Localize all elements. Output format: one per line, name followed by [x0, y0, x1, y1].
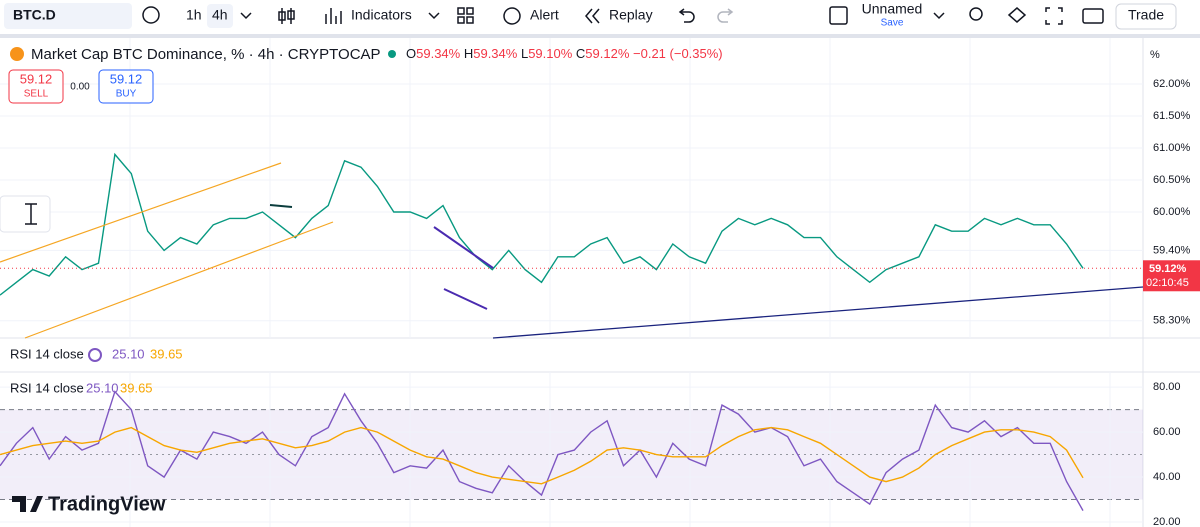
settings-icon[interactable] — [1007, 7, 1027, 23]
rsi-title: RSI 14 close — [10, 380, 84, 395]
undo[interactable] — [678, 8, 695, 23]
layout-name[interactable]: Unnamed — [862, 1, 923, 17]
chart-type-icon[interactable] — [278, 8, 295, 24]
countdown: 02:10:45 — [1146, 277, 1189, 289]
pane-title: Market Cap BTC Dominance, % · 4h · CRYPT… — [31, 46, 381, 63]
brand: TradingView — [48, 493, 166, 515]
ohlc-label: H — [464, 46, 473, 61]
sell-button[interactable] — [8, 69, 64, 104]
rsi-icon[interactable] — [88, 348, 102, 362]
ohlc-value: 59.34% — [473, 46, 518, 61]
series-line — [0, 152, 1084, 296]
alert[interactable]: Alert — [530, 7, 559, 23]
y-tick-label: 60.00 — [1153, 426, 1181, 438]
y-tick-label: 59.40% — [1153, 244, 1191, 256]
interval-menu[interactable] — [240, 12, 252, 20]
ohlc-value: 59.12% — [585, 46, 630, 61]
fullscreen-icon[interactable] — [1045, 7, 1063, 25]
y-tick-label: 62.00% — [1153, 78, 1191, 90]
indicators-icon[interactable] — [325, 8, 342, 24]
sell-label[interactable]: SELL — [24, 89, 49, 100]
series-line — [0, 426, 1084, 485]
layouts-icon[interactable] — [457, 7, 474, 24]
ohlc-label: O — [406, 46, 416, 61]
snapshot-icon[interactable] — [1082, 8, 1104, 24]
trade-button[interactable] — [1115, 3, 1177, 30]
redo[interactable] — [717, 8, 734, 23]
buy-label[interactable]: BUY — [116, 89, 137, 100]
symbol-box[interactable] — [4, 3, 132, 29]
support-line — [492, 286, 1144, 339]
indicators-menu[interactable] — [428, 12, 440, 20]
toolbar — [0, 0, 1200, 34]
ohlc-value: 59.10% — [528, 46, 573, 61]
interval[interactable]: 1h — [186, 7, 202, 23]
brand-logo — [12, 496, 43, 512]
rsi-value: 25.10 — [86, 380, 119, 395]
search-icon[interactable] — [969, 7, 983, 21]
ohlc-label: L — [521, 46, 528, 61]
symbol[interactable]: BTC.D — [13, 7, 56, 23]
interval[interactable]: 4h — [212, 7, 228, 23]
replay[interactable]: Replay — [609, 7, 653, 23]
indicators[interactable]: Indicators — [351, 7, 412, 23]
change: −0.21 (−0.35%) — [633, 46, 723, 61]
wedge-drawing — [433, 226, 494, 310]
y-tick-label: 61.50% — [1153, 110, 1191, 122]
y-tick-label: 80.00 — [1153, 381, 1181, 393]
buy-price[interactable]: 59.12 — [110, 71, 143, 86]
sell-price[interactable]: 59.12 — [20, 71, 53, 86]
y-tick-label: 60.50% — [1153, 174, 1191, 186]
trendline-drawing — [269, 204, 293, 208]
save[interactable]: Save — [881, 18, 904, 29]
axis-unit: % — [1150, 49, 1160, 61]
y-tick-label: 61.00% — [1153, 142, 1191, 154]
rsi-ma-value: 39.65 — [120, 380, 153, 395]
rsi-title: RSI 14 close — [10, 346, 84, 361]
symbol-logo — [10, 47, 24, 61]
market-status — [388, 50, 396, 58]
measure-icon[interactable] — [25, 203, 37, 225]
last-price-tag — [1143, 260, 1200, 292]
layout-menu[interactable] — [933, 12, 945, 20]
buy-button[interactable] — [98, 69, 154, 104]
ohlc-label: C — [576, 46, 585, 61]
compare-icon[interactable] — [142, 6, 160, 24]
replay-icon[interactable] — [585, 8, 600, 24]
y-tick-label: 58.30% — [1153, 315, 1191, 327]
channel-drawing — [0, 162, 334, 339]
layout-icon[interactable] — [829, 6, 848, 25]
y-tick-label: 60.00% — [1153, 206, 1191, 218]
y-tick-label: 20.00 — [1153, 516, 1181, 527]
ohlc-value: 59.34% — [416, 46, 461, 61]
plot: 62.00% 61.50% 61.00% 60.50% 60.00% 59.40% 58.3… — [0, 38, 1200, 527]
interval-selected[interactable] — [207, 4, 233, 28]
ohlc: O59.34% H59.34% L59.10% C59.12% −0.21 (−… — [406, 46, 723, 61]
rsi-ma-value: 39.65 — [150, 346, 183, 361]
toolbar-border — [0, 34, 1200, 38]
y-tick-label: 40.00 — [1153, 471, 1181, 483]
rsi-value: 25.10 — [112, 346, 145, 361]
spread: 0.00 — [70, 82, 90, 93]
measure-tool[interactable] — [0, 195, 51, 233]
trade[interactable]: Trade — [1128, 7, 1164, 23]
last-price-label: 59.12% — [1149, 263, 1187, 275]
alert-icon[interactable] — [503, 7, 521, 25]
